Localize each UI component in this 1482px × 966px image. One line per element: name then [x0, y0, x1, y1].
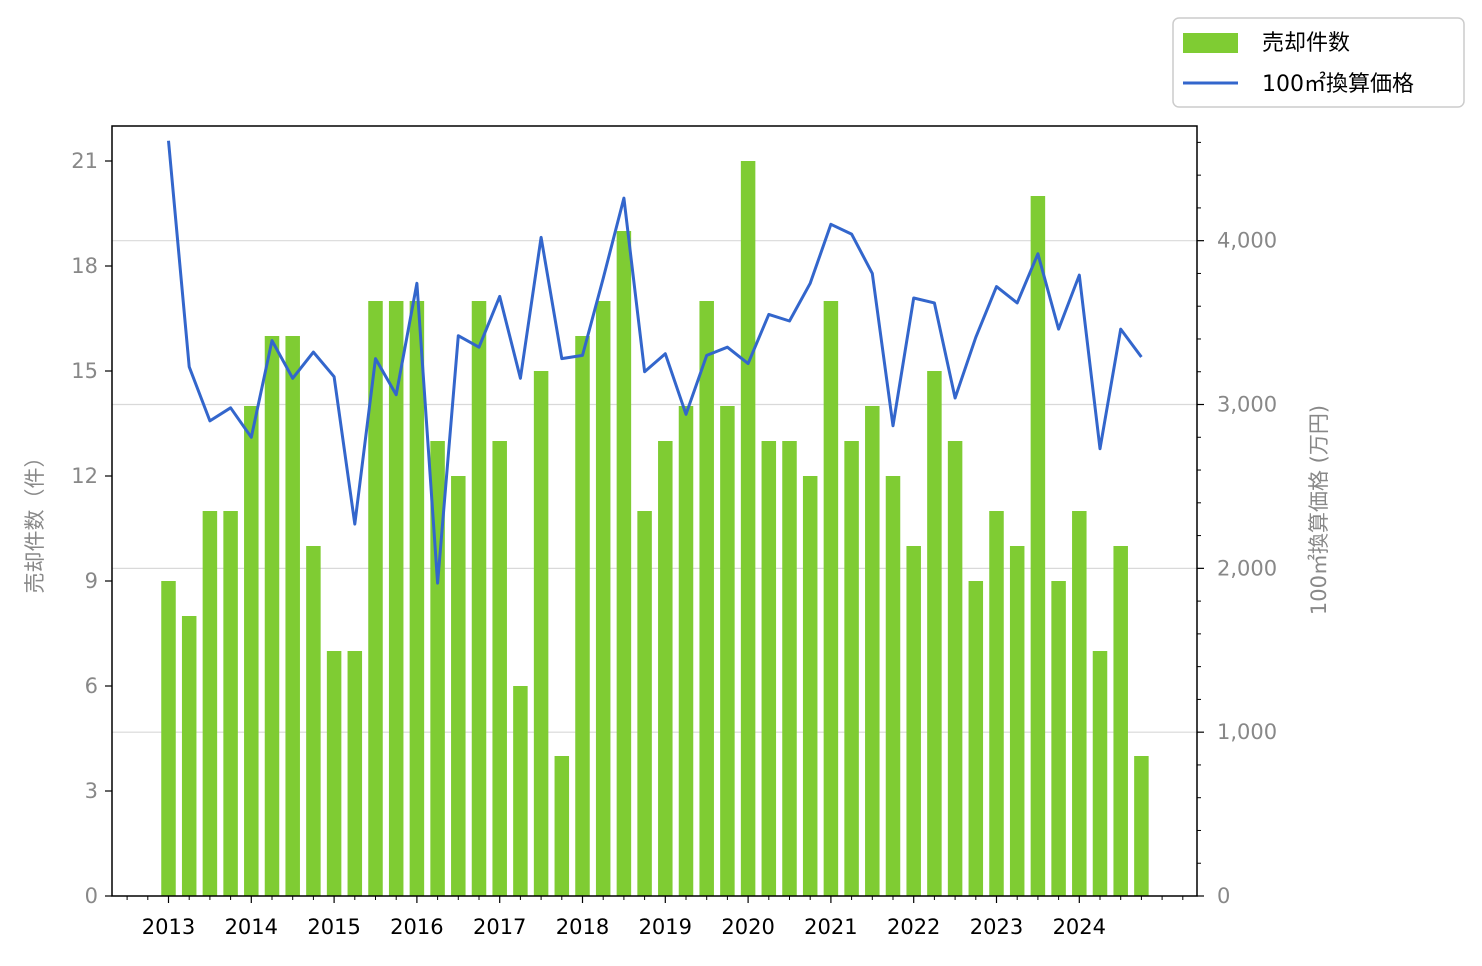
bar-2024Q2: [1092, 651, 1108, 896]
left-tick-label: 12: [71, 464, 98, 488]
left-tick-label: 21: [71, 149, 98, 173]
legend: 売却件数 100㎡換算価格: [1172, 17, 1465, 108]
bar-2021Q4: [885, 476, 901, 896]
x-axis: 2013 2014 2015 2016 2017 2018 2019 2020 2021 2022…: [126, 896, 1184, 939]
bar-2023Q2: [1009, 546, 1025, 896]
bar-2014Q3: [285, 336, 300, 896]
line-series: [167, 140, 1143, 585]
bar-2022Q4: [968, 581, 984, 896]
bar-2020Q2: [761, 441, 777, 896]
bar-series: [161, 161, 1149, 896]
x-tick-label: 2024: [1053, 915, 1106, 939]
bar-2023Q1: [989, 511, 1004, 896]
bar-2022Q2: [927, 371, 942, 896]
bar-2015Q1: [326, 651, 342, 896]
x-tick-label: 2023: [970, 915, 1023, 939]
bar-2018Q4: [637, 511, 652, 896]
x-tick-label: 2021: [804, 915, 857, 939]
left-tick-label: 0: [85, 884, 98, 908]
bar-2024Q4: [1134, 756, 1149, 896]
bar-2020Q4: [802, 476, 818, 896]
bar-2013Q4: [223, 511, 238, 896]
left-tick-label: 9: [85, 569, 98, 593]
x-tick-label: 2015: [307, 915, 360, 939]
bar-2022Q1: [906, 546, 921, 896]
legend-line-label: 100㎡換算価格: [1262, 71, 1414, 97]
bar-2021Q2: [844, 441, 859, 896]
bar-2013Q1: [161, 581, 176, 896]
bar-2019Q1: [658, 441, 673, 896]
right-tick-label: 1,000: [1217, 720, 1277, 744]
x-tick-label: 2019: [639, 915, 692, 939]
bar-2021Q3: [865, 406, 880, 896]
right-axis-title: 100㎡換算価格 (万円): [1307, 405, 1331, 615]
bar-2023Q4: [1051, 581, 1066, 896]
bar-2019Q2: [678, 406, 694, 896]
bar-2014Q2: [264, 336, 280, 896]
x-tick-label: 2020: [721, 915, 774, 939]
bar-2017Q2: [513, 686, 528, 896]
bar-2020Q1: [740, 161, 756, 896]
bar-2018Q2: [595, 301, 611, 896]
legend-frame: [1172, 17, 1465, 108]
bar-2018Q1: [575, 336, 590, 896]
bar-2019Q4: [720, 406, 735, 896]
x-tick-label: 2017: [473, 915, 526, 939]
bar-2017Q4: [554, 756, 570, 896]
x-tick-label: 2016: [390, 915, 443, 939]
bar-2013Q2: [181, 616, 197, 896]
bar-2017Q3: [533, 371, 549, 896]
price-line: [167, 140, 1143, 585]
bar-2014Q1: [244, 406, 259, 896]
left-tick-label: 3: [85, 779, 98, 803]
bar-2020Q3: [782, 441, 797, 896]
left-axis: 0 3 6 9 12 15 18 21: [71, 149, 112, 908]
bar-2024Q3: [1113, 546, 1128, 896]
right-axis: 0 1,000 2,000 3,000 4,000: [1197, 141, 1277, 908]
bar-2023Q3: [1030, 196, 1046, 896]
bar-2016Q3: [451, 476, 466, 896]
bar-2018Q3: [616, 231, 632, 896]
left-tick-label: 6: [85, 674, 98, 698]
bar-2019Q3: [699, 301, 714, 896]
plot-frame: [111, 125, 1198, 897]
bar-2015Q2: [347, 651, 363, 896]
right-tick-label: 0: [1217, 884, 1230, 908]
x-tick-label: 2018: [556, 915, 609, 939]
right-tick-label: 2,000: [1217, 556, 1277, 580]
bar-2021Q1: [823, 301, 839, 896]
bar-2015Q4: [388, 301, 404, 896]
bar-2024Q1: [1072, 511, 1087, 896]
left-axis-title: 売却件数（件）: [23, 447, 47, 594]
right-tick-label: 3,000: [1217, 393, 1277, 417]
left-tick-label: 18: [71, 254, 98, 278]
right-tick-label: 4,000: [1217, 229, 1277, 253]
bar-2022Q3: [947, 441, 963, 896]
x-tick-label: 2013: [142, 915, 195, 939]
bar-2017Q1: [492, 441, 507, 896]
legend-bar-swatch: [1183, 33, 1238, 53]
bar-2016Q4: [471, 301, 487, 896]
left-tick-label: 15: [71, 359, 98, 383]
x-tick-label: 2014: [225, 915, 278, 939]
bar-2013Q3: [202, 511, 218, 896]
x-tick-label: 2022: [887, 915, 940, 939]
bar-2016Q1: [409, 301, 425, 896]
bar-2014Q4: [306, 546, 321, 896]
legend-bar-label: 売却件数: [1262, 31, 1350, 56]
bar-2015Q3: [368, 301, 383, 896]
